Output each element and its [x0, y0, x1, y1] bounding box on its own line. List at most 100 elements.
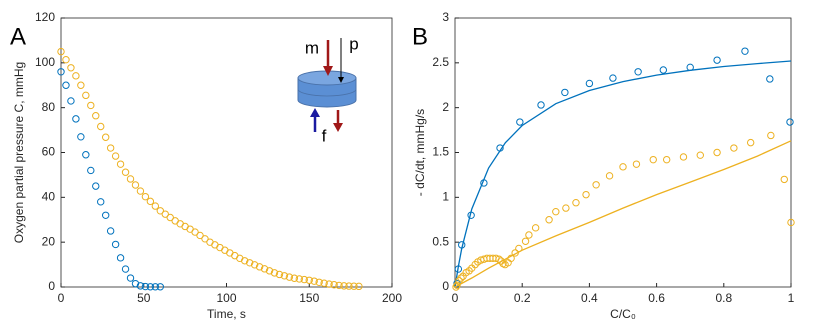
data-point [87, 101, 95, 110]
data-point [97, 122, 105, 131]
data-point [101, 211, 110, 219]
data-point [310, 277, 318, 285]
x-tick-label: 0.4 [581, 291, 598, 305]
data-point [151, 202, 160, 210]
x-axis-label: Time, s [207, 307, 246, 321]
x-axis-label: C/C₀ [610, 307, 636, 321]
y-tick-label: 1 [442, 190, 449, 204]
data-point [609, 74, 617, 82]
panel: 0 0.2 0.4 0.6 0.8 1 0 0.5 1 1.5 2 2.5 3 C/C₀ - dC/dt, … [412, 10, 795, 321]
data-point [126, 175, 135, 183]
fit-line [454, 140, 792, 288]
data-point [57, 47, 65, 56]
data-point [67, 64, 75, 72]
data-point [116, 160, 125, 168]
data-point [77, 133, 85, 141]
data-point [275, 270, 284, 279]
data-point [521, 237, 530, 245]
data-point [786, 118, 794, 126]
data-point [101, 133, 110, 141]
x-tick-label: 100 [216, 291, 236, 305]
data-point [141, 192, 150, 201]
data-point [72, 115, 80, 123]
panel-label: B [412, 23, 428, 50]
y-tick-label: 0 [442, 279, 449, 293]
data-point [191, 228, 199, 236]
data-point [516, 118, 524, 126]
plot-box [60, 17, 393, 288]
data-point [457, 274, 465, 282]
data-point [340, 282, 348, 290]
data-point [146, 197, 155, 206]
y-tick-label: 20 [42, 234, 56, 248]
inset-label: p [349, 34, 358, 53]
inset-label: f [322, 126, 327, 145]
data-point [260, 265, 269, 273]
y-tick-label: 80 [42, 100, 56, 114]
data-point [161, 210, 169, 218]
data-point [241, 257, 249, 265]
y-tick-label: 60 [42, 145, 56, 159]
data-point [121, 265, 130, 273]
data-point [545, 216, 553, 224]
data-point [62, 55, 70, 64]
data-point [300, 275, 308, 284]
data-point [730, 144, 738, 152]
inset-label: m [305, 38, 319, 57]
data-point [355, 282, 363, 291]
data-point [92, 112, 100, 120]
cylinder-line [297, 88, 357, 97]
data-point [452, 283, 460, 291]
data-point [106, 227, 115, 235]
data-point [131, 181, 140, 189]
data-point [255, 263, 264, 271]
data-point [767, 131, 775, 140]
data-point [582, 190, 590, 199]
data-point [156, 207, 165, 215]
data-point [111, 240, 120, 249]
y-tick-label: 100 [35, 55, 55, 69]
data-point [97, 198, 105, 206]
x-tick-label: 0 [58, 291, 65, 305]
data-point [619, 163, 627, 171]
plot-box [454, 17, 792, 288]
data-point [572, 199, 580, 207]
data-point [136, 187, 145, 195]
data-point [126, 274, 135, 282]
data-point [131, 279, 140, 288]
data-point [525, 231, 533, 239]
data-point [335, 281, 343, 290]
data-point [270, 269, 279, 277]
data-point [330, 281, 338, 289]
data-point [201, 235, 209, 243]
data-point [72, 72, 80, 80]
data-point [787, 218, 795, 227]
y-tick-label: 3 [442, 10, 449, 24]
data-point [766, 75, 774, 83]
data-point [280, 272, 289, 280]
data-point [106, 144, 115, 152]
data-point [605, 172, 614, 180]
panel-label: A [10, 23, 26, 50]
data-point [713, 56, 721, 64]
data-point [562, 204, 570, 212]
data-point [325, 280, 333, 288]
data-point [245, 259, 254, 267]
arrow-head [310, 108, 320, 117]
data-point [67, 97, 75, 105]
data-point [285, 273, 294, 281]
x-tick-label: 0.2 [514, 291, 531, 305]
data-point [82, 151, 90, 159]
data-point [552, 207, 560, 216]
x-tick-label: 150 [299, 291, 319, 305]
data-point [265, 267, 274, 275]
data-point [82, 91, 90, 100]
data-point [315, 278, 323, 286]
data-point [741, 47, 749, 55]
data-point [87, 166, 95, 175]
arrow-head [338, 77, 344, 83]
fit-line [454, 60, 792, 288]
data-point [305, 276, 313, 284]
data-point [649, 155, 657, 164]
